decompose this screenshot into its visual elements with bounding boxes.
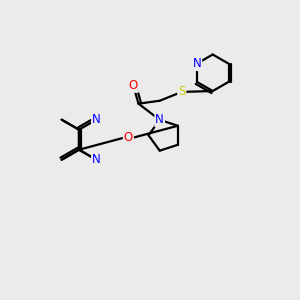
Text: S: S	[178, 85, 185, 98]
Text: N: N	[92, 113, 101, 126]
Text: O: O	[129, 79, 138, 92]
Text: N: N	[92, 153, 101, 166]
Text: N: N	[193, 57, 201, 70]
Text: O: O	[124, 131, 133, 144]
Text: N: N	[155, 113, 164, 126]
